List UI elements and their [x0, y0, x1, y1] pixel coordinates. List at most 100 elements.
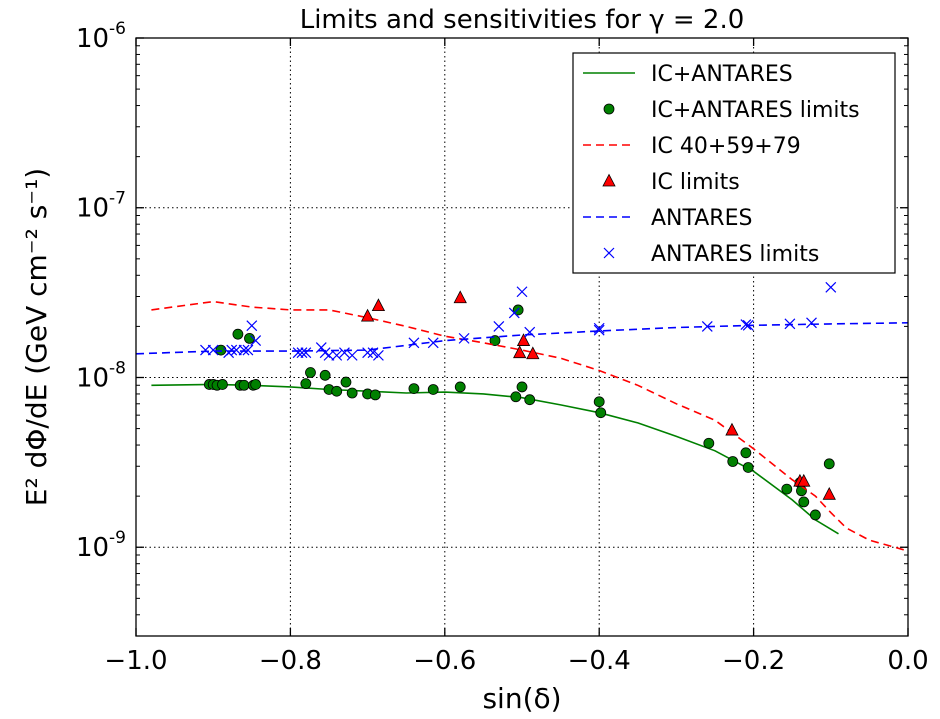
- data-point-ic-antares-limits: [740, 447, 752, 459]
- data-point-ic-antares-limits: [232, 328, 244, 340]
- data-point-ic-antares-limits: [593, 396, 605, 408]
- data-point-antares-limits: [372, 349, 384, 361]
- data-point-antares-limits: [346, 349, 358, 361]
- data-point-antares-limits: [362, 347, 374, 359]
- y-axis-label: E² dΦ/dE (GeV cm⁻² s⁻¹): [20, 168, 53, 506]
- x-tick-label: 0.0: [887, 646, 928, 676]
- data-point-ic-antares-limits: [319, 369, 331, 381]
- data-point-ic-antares-limits: [427, 384, 439, 395]
- data-point-ic-limits: [516, 333, 531, 346]
- y-tick-label: 10-7: [76, 189, 126, 224]
- data-point-ic-antares-limits: [516, 381, 528, 393]
- x-tick-label: −1.0: [104, 646, 167, 676]
- data-point-antares-limits: [493, 320, 505, 332]
- x-axis-label: sin(δ): [482, 682, 561, 715]
- data-point-ic-antares-limits: [512, 304, 524, 316]
- data-point-antares-limits: [238, 344, 250, 356]
- data-point-antares-limits: [825, 281, 837, 293]
- legend-label-antares-limits: ANTARES limits: [651, 242, 819, 267]
- data-point-antares-limits: [296, 347, 308, 359]
- series-line-ic-antares: [151, 383, 839, 535]
- x-tick-label: −0.6: [413, 646, 476, 676]
- data-point-ic-antares-limits: [703, 437, 715, 449]
- y-tick-label: 10-6: [76, 19, 126, 54]
- data-point-antares-limits: [593, 324, 605, 336]
- data-point-ic-antares-limits: [510, 391, 522, 403]
- legend-label-ic-limits: IC limits: [651, 170, 740, 195]
- data-point-ic-limits: [371, 298, 386, 312]
- data-point-antares-limits: [524, 326, 536, 338]
- legend-label-ic-40-59-79: IC 40+59+79: [651, 134, 801, 159]
- data-point-ic-antares-limits: [217, 379, 228, 390]
- legend-swatch-ic-limits: [602, 173, 616, 187]
- data-point-antares-limits: [292, 347, 304, 359]
- data-point-antares-limits: [701, 320, 713, 332]
- legend-swatch-ic-antares-limits: [603, 103, 615, 115]
- data-point-antares-limits: [207, 344, 219, 356]
- data-point-ic-antares-limits: [250, 379, 262, 390]
- plot-area: [135, 281, 909, 552]
- data-point-antares-limits: [367, 347, 379, 359]
- data-point-ic-antares-limits: [595, 407, 607, 419]
- data-point-antares-limits: [516, 286, 528, 298]
- y-tick-label: 10-8: [76, 358, 126, 393]
- data-point-antares-limits: [458, 332, 470, 344]
- legend-label-ic-antares: IC+ANTARES: [651, 62, 793, 87]
- data-point-antares-limits: [508, 307, 520, 319]
- data-point-ic-antares-limits: [742, 462, 754, 473]
- data-point-antares-limits: [740, 319, 752, 331]
- data-point-ic-antares-limits: [454, 381, 466, 393]
- legend-label-ic-antares-limits: IC+ANTARES limits: [651, 98, 860, 123]
- data-point-ic-antares-limits: [524, 394, 536, 406]
- data-point-ic-antares-limits: [305, 367, 316, 378]
- data-point-ic-limits: [360, 308, 375, 322]
- data-point-antares-limits: [408, 337, 420, 349]
- data-point-ic-antares-limits: [809, 509, 821, 521]
- legend-swatch-antares-limits: [603, 247, 615, 259]
- data-point-ic-limits: [797, 473, 811, 487]
- data-point-ic-antares-limits: [346, 387, 358, 399]
- data-point-antares-limits: [742, 319, 754, 331]
- legend-label-antares: ANTARES: [651, 206, 752, 231]
- data-point-ic-antares-limits: [331, 385, 343, 397]
- data-point-ic-antares-limits: [408, 383, 420, 395]
- data-point-antares-limits: [246, 320, 258, 332]
- y-tick-label: 10-9: [76, 528, 126, 563]
- x-tick-label: −0.8: [259, 646, 322, 676]
- data-point-antares-limits: [323, 349, 335, 361]
- data-point-ic-antares-limits: [340, 376, 352, 388]
- data-point-ic-antares-limits: [727, 456, 739, 467]
- data-point-antares-limits: [250, 335, 262, 347]
- data-point-antares-limits: [784, 318, 796, 330]
- data-point-antares-limits: [200, 344, 211, 356]
- data-point-ic-antares-limits: [798, 496, 810, 508]
- data-point-antares-limits: [806, 317, 817, 329]
- data-point-ic-antares-limits: [781, 483, 793, 495]
- data-point-ic-antares-limits: [369, 389, 381, 401]
- data-point-ic-limits: [822, 486, 836, 500]
- data-point-antares-limits: [331, 349, 343, 361]
- data-point-ic-limits: [526, 346, 540, 360]
- x-tick-label: −0.2: [722, 646, 785, 676]
- data-point-antares-limits: [226, 344, 238, 356]
- series-line-antares: [135, 322, 909, 355]
- data-point-antares-limits: [593, 322, 605, 334]
- data-point-ic-antares-limits: [823, 458, 835, 470]
- axis-ticks: −1.0 −0.8 −0.6 −0.4 −0.2 0.0 10-9 10-8 10-7 10-6: [76, 19, 929, 676]
- data-point-ic-antares-limits: [300, 378, 312, 390]
- x-tick-label: −0.4: [568, 646, 631, 676]
- data-point-antares-limits: [300, 347, 312, 359]
- plot-frame: [135, 37, 909, 637]
- legend: IC+ANTARES IC+ANTARES limits IC 40+59+79 IC…: [572, 52, 896, 274]
- data-point-ic-limits: [453, 290, 467, 304]
- legend-box: [572, 52, 896, 274]
- series-line-ic-40-59-79: [151, 300, 909, 552]
- data-point-ic-limits: [725, 422, 739, 436]
- data-point-ic-limits: [513, 345, 527, 359]
- data-point-antares-limits: [242, 344, 254, 356]
- chart-title: Limits and sensitivities for γ = 2.0: [300, 5, 745, 35]
- data-point-ic-antares-limits: [238, 379, 250, 391]
- data-point-ic-antares-limits: [489, 335, 501, 346]
- data-point-antares-limits: [427, 337, 439, 349]
